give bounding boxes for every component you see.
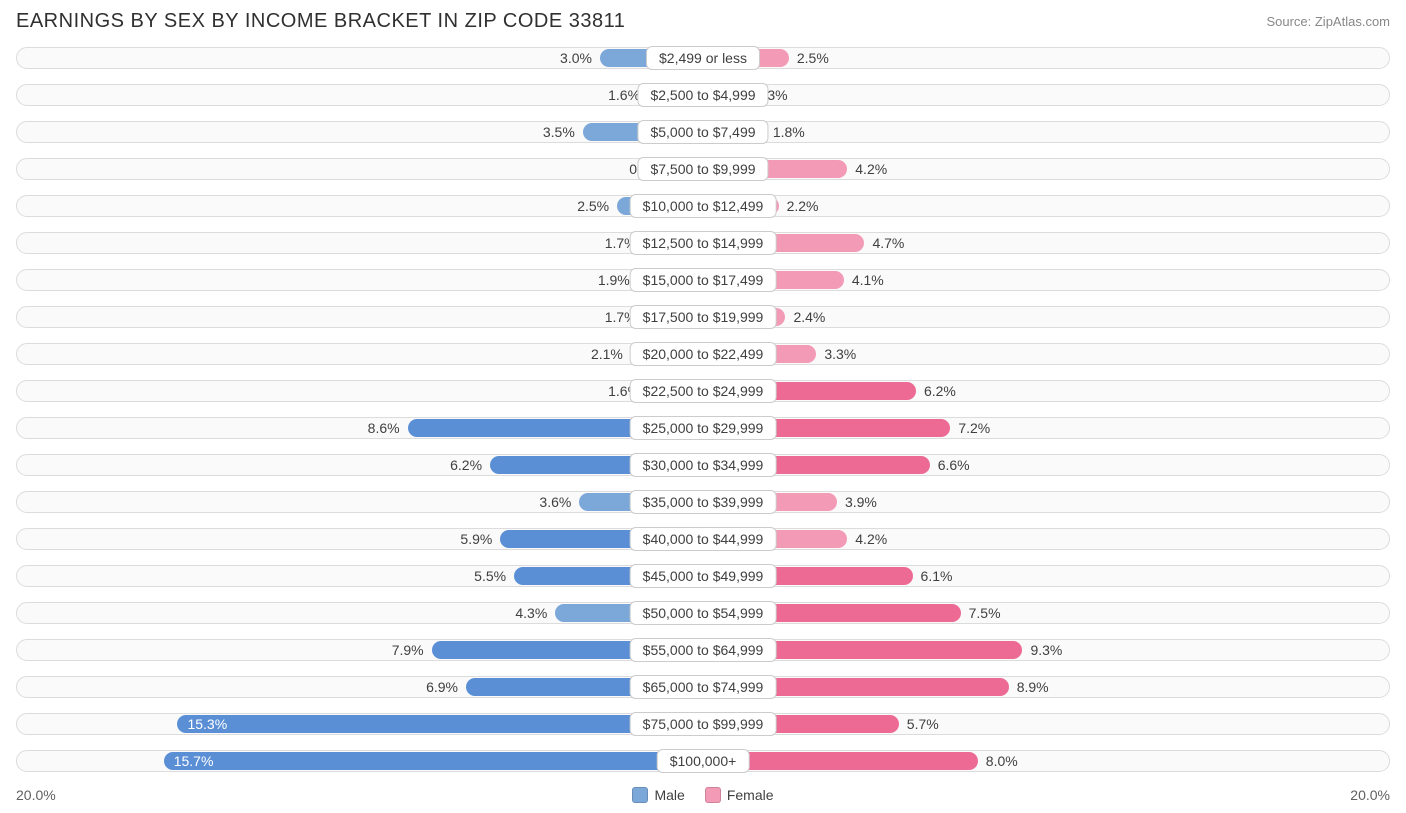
chart-row: 3.0% 2.5% $2,499 or less — [16, 41, 1390, 75]
value-female: 9.3% — [1022, 639, 1062, 661]
value-male: 7.9% — [392, 639, 432, 661]
value-female: 7.2% — [950, 417, 990, 439]
category-label: $17,500 to $19,999 — [630, 305, 777, 329]
value-female: 8.0% — [978, 750, 1018, 772]
value-female: 4.7% — [864, 232, 904, 254]
value-male: 15.3% — [177, 713, 227, 735]
chart-legend: Male Female — [632, 787, 773, 803]
value-male: 3.0% — [560, 47, 600, 69]
chart-row: 1.9%4.1%$15,000 to $17,499 — [16, 263, 1390, 297]
chart-row: 5.5% 6.1% $45,000 to $49,999 — [16, 559, 1390, 593]
chart-row: 2.5% 2.2%$10,000 to $12,499 — [16, 189, 1390, 223]
legend-item-female: Female — [705, 787, 774, 803]
value-female: 2.2% — [779, 195, 819, 217]
legend-swatch-male — [632, 787, 648, 803]
value-male: 4.3% — [515, 602, 555, 624]
category-label: $50,000 to $54,999 — [630, 601, 777, 625]
value-female: 4.1% — [844, 269, 884, 291]
legend-swatch-female — [705, 787, 721, 803]
category-label: $5,000 to $7,499 — [637, 120, 768, 144]
legend-item-male: Male — [632, 787, 684, 803]
category-label: $22,500 to $24,999 — [630, 379, 777, 403]
value-male: 15.7% — [164, 750, 214, 772]
category-label: $35,000 to $39,999 — [630, 490, 777, 514]
value-female: 6.2% — [916, 380, 956, 402]
chart-row: 2.1% 3.3% $20,000 to $22,499 — [16, 337, 1390, 371]
chart-row: 3.5% 1.8%$5,000 to $7,499 — [16, 115, 1390, 149]
chart-row: 1.7%4.7%$12,500 to $14,999 — [16, 226, 1390, 260]
value-female: 5.7% — [899, 713, 939, 735]
category-label: $40,000 to $44,999 — [630, 527, 777, 551]
category-label: $2,500 to $4,999 — [637, 83, 768, 107]
axis-label-left: 20.0% — [16, 787, 56, 803]
chart-row: 1.6%1.3%$2,500 to $4,999 — [16, 78, 1390, 112]
category-label: $10,000 to $12,499 — [630, 194, 777, 218]
category-label: $7,500 to $9,999 — [637, 157, 768, 181]
category-label: $12,500 to $14,999 — [630, 231, 777, 255]
value-female: 2.4% — [785, 306, 825, 328]
value-female: 6.1% — [913, 565, 953, 587]
value-male: 8.6% — [368, 417, 408, 439]
value-female: 7.5% — [961, 602, 1001, 624]
value-male: 2.5% — [577, 195, 617, 217]
value-female: 6.6% — [930, 454, 970, 476]
chart-row: 6.9% 8.9% $65,000 to $74,999 — [16, 670, 1390, 704]
chart-body: 3.0% 2.5% $2,499 or less 1.6%1.3%$2,500 to … — [0, 41, 1406, 778]
category-label: $75,000 to $99,999 — [630, 712, 777, 736]
chart-row: 1.7%2.4%$17,500 to $19,999 — [16, 300, 1390, 334]
chart-row: 15.3% 5.7% $75,000 to $99,999 — [16, 707, 1390, 741]
chart-header: EARNINGS BY SEX BY INCOME BRACKET IN ZIP… — [0, 0, 1406, 41]
value-male: 2.1% — [591, 343, 631, 365]
legend-label-female: Female — [727, 787, 774, 803]
value-female: 4.2% — [847, 528, 887, 550]
chart-row: 8.6% 7.2% $25,000 to $29,999 — [16, 411, 1390, 445]
category-label: $15,000 to $17,499 — [630, 268, 777, 292]
chart-row: 0.76%4.2%$7,500 to $9,999 — [16, 152, 1390, 186]
category-label: $20,000 to $22,499 — [630, 342, 777, 366]
value-male: 6.9% — [426, 676, 466, 698]
value-male: 3.6% — [539, 491, 579, 513]
chart-source: Source: ZipAtlas.com — [1266, 14, 1390, 29]
value-male: 6.2% — [450, 454, 490, 476]
value-female: 1.8% — [765, 121, 805, 143]
chart-row: 15.7% 8.0% $100,000+ — [16, 744, 1390, 778]
category-label: $30,000 to $34,999 — [630, 453, 777, 477]
chart-row: 3.6% 3.9% $35,000 to $39,999 — [16, 485, 1390, 519]
bar-male — [177, 715, 703, 733]
chart-row: 4.3% 7.5% $50,000 to $54,999 — [16, 596, 1390, 630]
value-male: 5.9% — [460, 528, 500, 550]
axis-label-right: 20.0% — [1350, 787, 1390, 803]
category-label: $25,000 to $29,999 — [630, 416, 777, 440]
value-female: 4.2% — [847, 158, 887, 180]
category-label: $100,000+ — [657, 749, 750, 773]
category-label: $2,499 or less — [646, 46, 760, 70]
chart-row: 7.9% 9.3% $55,000 to $64,999 — [16, 633, 1390, 667]
value-female: 3.9% — [837, 491, 877, 513]
chart-row: 1.6%6.2%$22,500 to $24,999 — [16, 374, 1390, 408]
bar-male — [164, 752, 703, 770]
category-label: $65,000 to $74,999 — [630, 675, 777, 699]
chart-title: EARNINGS BY SEX BY INCOME BRACKET IN ZIP… — [16, 10, 625, 33]
value-female: 2.5% — [789, 47, 829, 69]
value-female: 3.3% — [816, 343, 856, 365]
value-male: 3.5% — [543, 121, 583, 143]
value-male: 5.5% — [474, 565, 514, 587]
chart-row: 5.9% 4.2% $40,000 to $44,999 — [16, 522, 1390, 556]
category-label: $55,000 to $64,999 — [630, 638, 777, 662]
category-label: $45,000 to $49,999 — [630, 564, 777, 588]
legend-label-male: Male — [654, 787, 684, 803]
chart-row: 6.2% 6.6% $30,000 to $34,999 — [16, 448, 1390, 482]
chart-footer: 20.0% Male Female 20.0% — [0, 781, 1406, 803]
value-female: 8.9% — [1009, 676, 1049, 698]
